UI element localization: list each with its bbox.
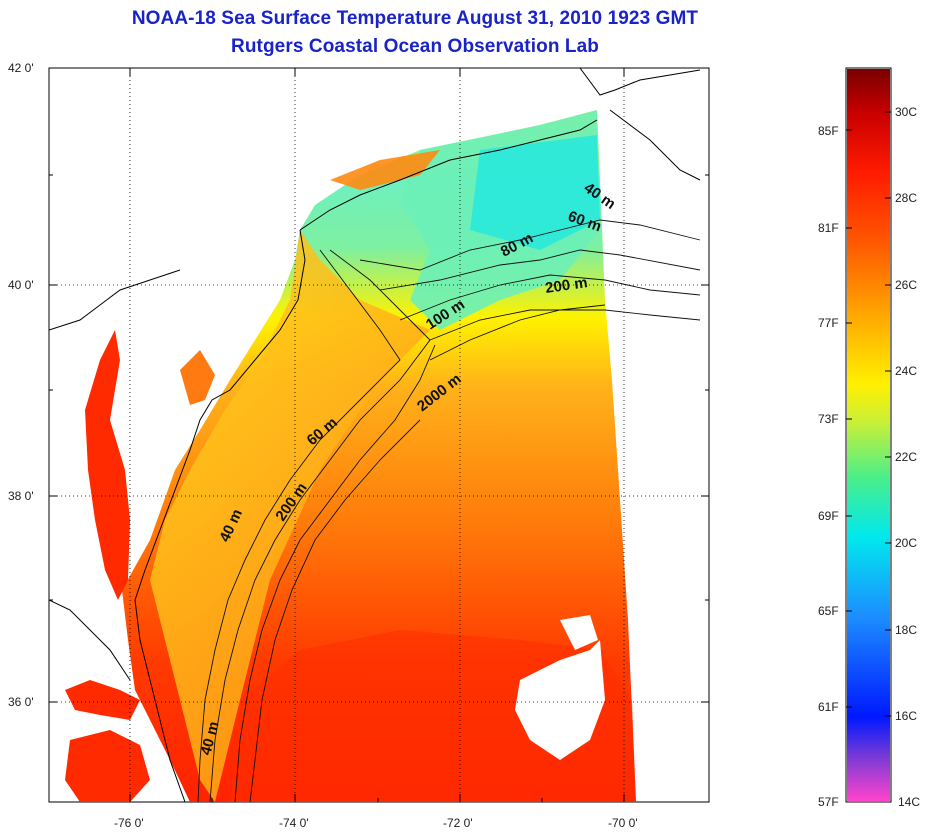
cb-c-30: 30C — [895, 105, 918, 119]
cb-f-73: 73F — [818, 412, 839, 426]
lat-label-42: 42 0' — [8, 61, 34, 75]
bathymetry-contours — [197, 219, 701, 802]
map-title: NOAA-18 Sea Surface Temperature August 3… — [131, 8, 699, 29]
delaware-bay — [180, 350, 215, 405]
cb-c-16: 16C — [895, 709, 918, 723]
albemarle-sound — [65, 680, 140, 720]
cb-f-69: 69F — [818, 509, 839, 523]
colorbar-ticks — [846, 111, 891, 717]
cb-f-85: 85F — [818, 124, 839, 138]
chesapeake-bay — [85, 330, 130, 600]
cb-c-22: 22C — [895, 450, 918, 464]
cb-f-61: 61F — [818, 700, 839, 714]
colorbar-gradient — [847, 69, 890, 801]
cloud-gap-2 — [560, 615, 598, 650]
cb-c-24: 24C — [895, 364, 918, 378]
cyan-water-patch — [470, 135, 600, 250]
lon-label-70: -70 0' — [608, 816, 638, 830]
map-subtitle: Rutgers Coastal Ocean Observation Lab — [231, 36, 599, 57]
frame-ticks — [49, 68, 709, 802]
lon-label-76: -76 0' — [114, 816, 144, 830]
colorbar — [845, 67, 892, 803]
cb-c-28: 28C — [895, 191, 918, 205]
coastline — [49, 68, 701, 802]
pamlico-sound — [65, 730, 150, 802]
cb-c-18: 18C — [895, 623, 918, 637]
lat-label-40: 40 0' — [8, 278, 34, 292]
cb-f-81: 81F — [818, 221, 839, 235]
lon-label-74: -74 0' — [279, 816, 309, 830]
lat-label-38: 38 0' — [8, 489, 34, 503]
cb-c-20: 20C — [895, 536, 918, 550]
cb-c-14: 14C — [898, 795, 921, 809]
cb-f-65: 65F — [818, 604, 839, 618]
cb-f-77: 77F — [818, 316, 839, 330]
cb-c-26: 26C — [895, 278, 918, 292]
long-island-sound — [330, 150, 440, 190]
contour-label-200m-north: 200 m — [544, 274, 588, 297]
lat-label-36: 36 0' — [8, 695, 34, 709]
cloud-gap — [515, 640, 605, 760]
cb-f-57: 57F — [818, 795, 839, 809]
lon-label-72: -72 0' — [443, 816, 473, 830]
